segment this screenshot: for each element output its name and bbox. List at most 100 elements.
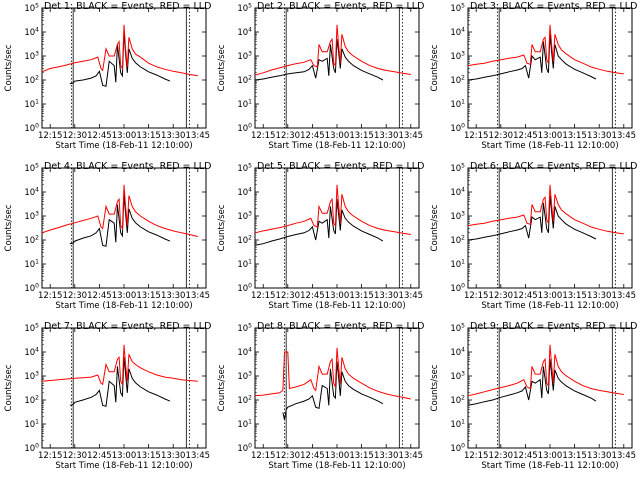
x-tick-label: 13:30 [374, 291, 399, 301]
lld-series-line [41, 184, 198, 237]
y-axis-label: Counts/sec [430, 204, 440, 251]
y-axis-label: Counts/sec [217, 204, 227, 251]
panel-title: Det 8: BLACK = Events, RED = LLD [257, 321, 424, 332]
y-tick-label: 103 [237, 211, 252, 223]
events-series-line [69, 194, 171, 247]
x-tick-label: 13:00 [325, 291, 350, 301]
x-tick-label: 13:15 [349, 131, 374, 141]
x-axis-label: Start Time (18-Feb-11 12:10:00) [268, 141, 405, 151]
y-tick-label: 104 [24, 27, 39, 39]
y-tick-label: 103 [450, 211, 465, 223]
panel-title: Det 7: BLACK = Events, RED = LLD [44, 321, 211, 332]
y-axis-label: Counts/sec [430, 44, 440, 91]
y-tick-label: 102 [450, 75, 465, 87]
y-tick-label: 103 [237, 51, 252, 63]
lld-series-line [41, 344, 198, 387]
panel-title: Det 1: BLACK = Events, RED = LLD [44, 1, 211, 12]
y-tick-label: 102 [237, 75, 252, 87]
y-tick-label: 105 [450, 323, 465, 335]
panel-title: Det 6: BLACK = Events, RED = LLD [470, 161, 637, 172]
y-tick-label: 100 [24, 123, 39, 135]
y-tick-label: 105 [24, 163, 39, 175]
y-tick-label: 103 [24, 211, 39, 223]
x-tick-label: 12:45 [300, 131, 325, 141]
y-tick-label: 104 [237, 187, 252, 199]
y-tick-label: 102 [24, 395, 39, 407]
y-tick-label: 102 [24, 235, 39, 247]
x-tick-label: 13:45 [186, 291, 211, 301]
y-tick-label: 102 [237, 235, 252, 247]
y-tick-label: 104 [24, 187, 39, 199]
x-tick-label: 13:00 [325, 131, 350, 141]
x-axis-label: Start Time (18-Feb-11 12:10:00) [481, 301, 618, 311]
x-tick-label: 12:30 [63, 291, 88, 301]
x-tick-label: 12:30 [276, 291, 301, 301]
y-tick-label: 100 [237, 283, 252, 295]
x-tick-label: 13:00 [112, 131, 137, 141]
x-tick-label: 13:15 [562, 291, 587, 301]
x-tick-label: 13:45 [612, 131, 637, 141]
lld-series-line [254, 347, 411, 400]
x-tick-label: 13:45 [399, 131, 424, 141]
y-tick-label: 105 [237, 323, 252, 335]
x-tick-label: 12:15 [38, 451, 63, 461]
x-tick-label: 12:30 [489, 451, 514, 461]
y-tick-label: 104 [24, 347, 39, 359]
x-axis-label: Start Time (18-Feb-11 12:10:00) [481, 141, 618, 151]
y-tick-label: 105 [450, 163, 465, 175]
x-tick-label: 13:45 [186, 451, 211, 461]
lld-series-line [467, 24, 624, 75]
x-tick-label: 12:15 [251, 291, 276, 301]
panel-title: Det 9: BLACK = Events, RED = LLD [470, 321, 637, 332]
x-tick-label: 12:15 [38, 131, 63, 141]
x-tick-label: 13:30 [587, 131, 612, 141]
y-axis-label: Counts/sec [4, 44, 14, 91]
panel-title: Det 3: BLACK = Events, RED = LLD [470, 1, 637, 12]
x-tick-label: 13:30 [587, 451, 612, 461]
y-axis-label: Counts/sec [4, 364, 14, 411]
y-tick-label: 101 [24, 99, 39, 111]
x-tick-label: 12:15 [251, 451, 276, 461]
panel-title: Det 2: BLACK = Events, RED = LLD [257, 1, 424, 12]
y-axis-label: Counts/sec [4, 204, 14, 251]
y-tick-label: 104 [450, 187, 465, 199]
lld-series-line [467, 344, 624, 397]
x-tick-label: 13:45 [399, 291, 424, 301]
x-tick-label: 12:30 [276, 451, 301, 461]
y-tick-label: 100 [450, 123, 465, 135]
x-tick-label: 13:45 [399, 451, 424, 461]
x-tick-label: 13:15 [349, 451, 374, 461]
lld-series-line [254, 184, 411, 235]
y-tick-label: 101 [237, 99, 252, 111]
x-tick-label: 13:15 [136, 291, 161, 301]
x-tick-label: 12:30 [276, 131, 301, 141]
y-tick-label: 105 [24, 323, 39, 335]
y-tick-label: 102 [237, 395, 252, 407]
y-tick-label: 102 [450, 395, 465, 407]
y-tick-label: 104 [237, 347, 252, 359]
x-tick-label: 12:45 [513, 291, 538, 301]
y-tick-label: 102 [24, 75, 39, 87]
x-tick-label: 13:00 [538, 131, 563, 141]
y-axis-label: Counts/sec [430, 364, 440, 411]
x-tick-label: 12:30 [63, 451, 88, 461]
y-tick-label: 104 [237, 27, 252, 39]
y-tick-label: 100 [450, 443, 465, 455]
x-tick-label: 13:45 [186, 131, 211, 141]
y-tick-label: 100 [450, 283, 465, 295]
x-tick-label: 12:45 [513, 451, 538, 461]
x-tick-label: 13:15 [349, 291, 374, 301]
lld-series-line [254, 24, 411, 76]
x-tick-label: 13:30 [374, 131, 399, 141]
events-series-line [467, 195, 597, 241]
x-tick-label: 12:15 [464, 291, 489, 301]
x-tick-label: 13:15 [136, 451, 161, 461]
x-tick-label: 12:15 [464, 451, 489, 461]
x-axis-label: Start Time (18-Feb-11 12:10:00) [55, 141, 192, 151]
x-tick-label: 13:15 [562, 131, 587, 141]
